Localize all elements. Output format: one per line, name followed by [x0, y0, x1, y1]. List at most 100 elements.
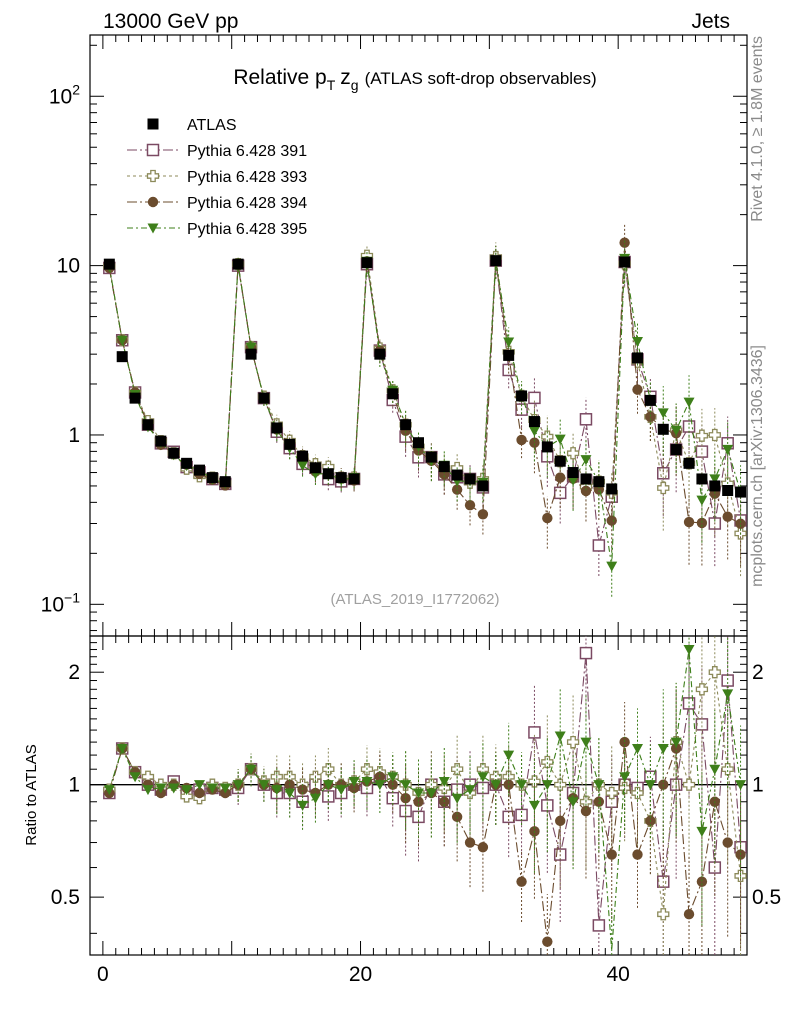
data-point	[425, 451, 437, 463]
data-point	[528, 391, 541, 405]
y-tick-base: 10	[41, 593, 64, 616]
ratio-line	[108, 649, 742, 951]
data-point	[374, 348, 386, 360]
ratio-panel-frame	[89, 635, 748, 956]
series-pythia-6-428-391	[103, 243, 747, 577]
data-point	[309, 462, 321, 474]
ratio-point	[632, 743, 643, 754]
legend-label: Pythia 6.428 391	[187, 143, 307, 160]
main-panel: Relative pT zg (ATLAS soft-drop observable…	[41, 34, 748, 637]
ratio-point	[219, 783, 231, 794]
ratio-point	[567, 797, 579, 808]
data-point	[580, 485, 592, 497]
y-tick-exponent: 2	[72, 81, 80, 97]
data-point	[129, 392, 141, 404]
ratio-y-tick-label-left: 0.5	[51, 886, 80, 909]
data-point	[528, 426, 540, 437]
data-point	[696, 517, 708, 529]
data-point	[553, 486, 567, 500]
ratio-point	[554, 778, 567, 791]
data-point	[735, 518, 746, 529]
data-point	[696, 473, 708, 485]
ratio-point	[464, 837, 476, 848]
data-point	[477, 509, 489, 520]
data-point	[400, 419, 412, 431]
ratio-point	[116, 743, 128, 754]
title-z: z	[340, 66, 351, 89]
ratio-point	[258, 780, 270, 791]
ratio-point	[528, 800, 540, 811]
data-point	[579, 413, 593, 426]
ratio-point	[709, 764, 721, 775]
ratio-point	[555, 815, 566, 827]
ratio-point	[554, 731, 566, 742]
ratio-point	[593, 796, 605, 807]
ratio-point	[438, 781, 451, 795]
data-point	[516, 434, 527, 446]
ratio-point	[516, 780, 528, 791]
data-point	[297, 450, 309, 462]
data-point	[683, 457, 695, 469]
data-point	[542, 512, 553, 524]
ratio-point	[386, 791, 399, 805]
title-main: Relative p	[233, 66, 326, 89]
data-point	[632, 337, 643, 348]
ratio-point	[490, 780, 502, 791]
data-point	[580, 455, 592, 466]
data-point	[194, 464, 205, 476]
data-point	[503, 349, 515, 361]
ratio-point	[542, 936, 553, 947]
ratio-point	[438, 776, 450, 787]
data-point	[206, 472, 218, 484]
ratio-point	[374, 780, 386, 791]
data-point	[451, 484, 463, 495]
ratio-point	[194, 787, 205, 799]
y-tick-exponent: −1	[64, 589, 80, 605]
ratio-y-tick-label-left: 2	[68, 661, 80, 684]
data-point	[116, 335, 128, 346]
ratio-point	[413, 796, 424, 807]
data-point	[554, 455, 566, 467]
data-point	[464, 499, 476, 511]
ratio-pythia-6-428-394	[104, 689, 746, 955]
ratio-point	[322, 780, 334, 791]
x-tick-label: 0	[97, 963, 109, 986]
legend-marker	[147, 196, 159, 208]
series-atlas	[103, 255, 747, 498]
ratio-point	[619, 736, 630, 748]
data-point	[181, 457, 193, 469]
data-point	[477, 480, 489, 492]
data-point	[632, 384, 643, 395]
ratio-point	[245, 764, 257, 775]
data-point	[683, 397, 695, 408]
data-point	[361, 257, 373, 269]
ratio-point	[155, 783, 167, 794]
ratio-point	[593, 780, 605, 791]
ratio-series	[103, 636, 747, 955]
data-point	[348, 473, 360, 485]
ratio-point	[181, 785, 193, 796]
data-point	[592, 539, 606, 552]
data-point	[709, 480, 721, 492]
series-line	[108, 258, 742, 567]
ratio-point	[695, 683, 709, 696]
ratio-pythia-6-428-395	[103, 636, 747, 955]
data-point	[682, 420, 696, 433]
ratio-point	[606, 849, 617, 860]
ratio-point	[528, 775, 541, 788]
y-tick-label: 10	[57, 255, 80, 278]
ratio-point	[271, 785, 283, 796]
legend-entry: Pythia 6.428 395	[127, 221, 307, 238]
series-pythia-6-428-393	[103, 242, 747, 577]
ratio-point	[670, 743, 682, 754]
data-point	[541, 441, 553, 453]
data-point	[670, 444, 682, 456]
ratio-y-tick-label-left: 1	[68, 774, 80, 797]
y-tick-base: 10	[49, 85, 72, 108]
ratio-point	[541, 755, 554, 769]
ratio-point	[722, 689, 734, 700]
data-point	[503, 337, 515, 348]
ratio-point	[206, 783, 218, 794]
